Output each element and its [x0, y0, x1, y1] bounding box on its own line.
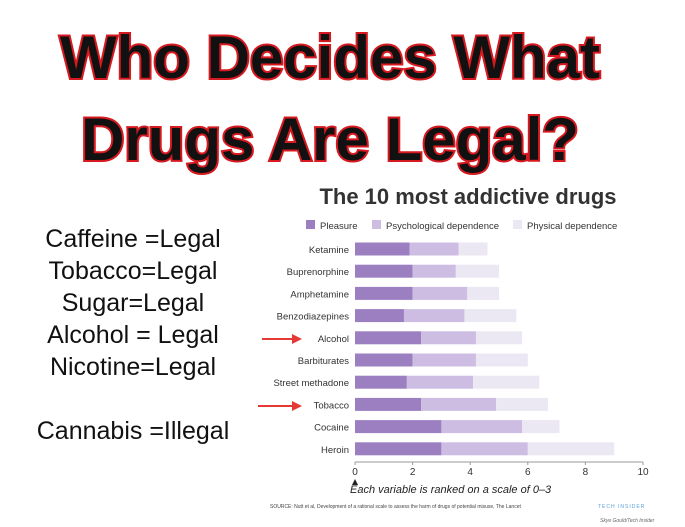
bar-segment	[355, 442, 442, 456]
x-tick-label: 0	[352, 467, 358, 478]
bar-segment	[421, 397, 497, 411]
bar-segment	[355, 309, 404, 323]
chart-title: The 10 most addictive drugs	[319, 184, 616, 209]
source: SOURCE: Nutt et al, Development of a rat…	[270, 504, 521, 510]
y-tick-label: Buprenorphine	[287, 267, 349, 278]
bar-segment	[406, 375, 474, 389]
bar-segment	[355, 353, 413, 367]
bar-segment	[355, 331, 422, 345]
legend-swatch	[306, 220, 315, 229]
bar-segment	[355, 286, 413, 300]
legal-item: Caffeine =Legal	[45, 225, 220, 253]
bar-segment	[355, 264, 413, 278]
bar-segment	[412, 264, 456, 278]
legal-item: Tobacco=Legal	[49, 257, 218, 285]
bar-segment	[355, 397, 422, 411]
legend-label: Psychological dependence	[386, 221, 499, 232]
bar-segment	[441, 442, 528, 456]
bar-segment	[421, 331, 476, 345]
y-tick-label: Barbiturates	[298, 356, 349, 367]
bar-segment	[355, 420, 442, 434]
bar-segment	[475, 353, 528, 367]
bar-segment	[355, 375, 407, 389]
y-tick-label: Benzodiazepines	[277, 312, 350, 323]
x-tick-label: 6	[525, 467, 531, 478]
y-tick-label: Cocaine	[314, 423, 349, 434]
bar-segment	[473, 375, 540, 389]
y-tick-label: Alcohol	[318, 334, 349, 345]
bar-segment	[412, 286, 468, 300]
x-tick-label: 2	[410, 467, 416, 478]
title-line: Drugs Are Legal?	[81, 106, 579, 173]
y-tick-label: Ketamine	[309, 245, 349, 256]
legal-item: Alcohol = Legal	[47, 321, 219, 349]
bar-segment	[464, 309, 517, 323]
bar-segment	[441, 420, 523, 434]
x-tick-label: 10	[637, 467, 649, 478]
legend-label: Physical dependence	[527, 221, 617, 232]
bar-segment	[409, 242, 459, 256]
brand: TECH INSIDER	[598, 504, 645, 510]
x-tick-label: 8	[583, 467, 589, 478]
bar-segment	[355, 242, 410, 256]
y-tick-label: Tobacco	[314, 400, 349, 411]
legal-item: Nicotine=Legal	[50, 353, 216, 381]
y-tick-label: Street methadone	[273, 378, 349, 389]
axis-marker	[352, 479, 358, 485]
y-tick-label: Amphetamine	[290, 289, 349, 300]
bar-segment	[522, 420, 560, 434]
credit: Skye Gould/Tech Insider	[600, 518, 655, 524]
bar-segment	[467, 286, 499, 300]
arrow	[258, 401, 302, 411]
bar-segment	[455, 264, 499, 278]
legend-swatch	[513, 220, 522, 229]
bar-segment	[527, 442, 615, 456]
chart-subtitle: Each variable is ranked on a scale of 0–…	[350, 484, 552, 496]
arrow	[262, 334, 302, 344]
x-tick-label: 4	[467, 467, 473, 478]
illegal-item: Cannabis =Illegal	[37, 417, 230, 445]
legend-label: Pleasure	[320, 221, 358, 232]
legend-swatch	[372, 220, 381, 229]
bar-segment	[496, 397, 548, 411]
legal-item: Sugar=Legal	[62, 289, 204, 317]
bar-segment	[412, 353, 476, 367]
bar-segment	[475, 331, 523, 345]
title-line: Who Decides What	[60, 24, 600, 91]
bar-segment	[458, 242, 488, 256]
bar-segment	[403, 309, 465, 323]
y-tick-label: Heroin	[321, 445, 349, 456]
